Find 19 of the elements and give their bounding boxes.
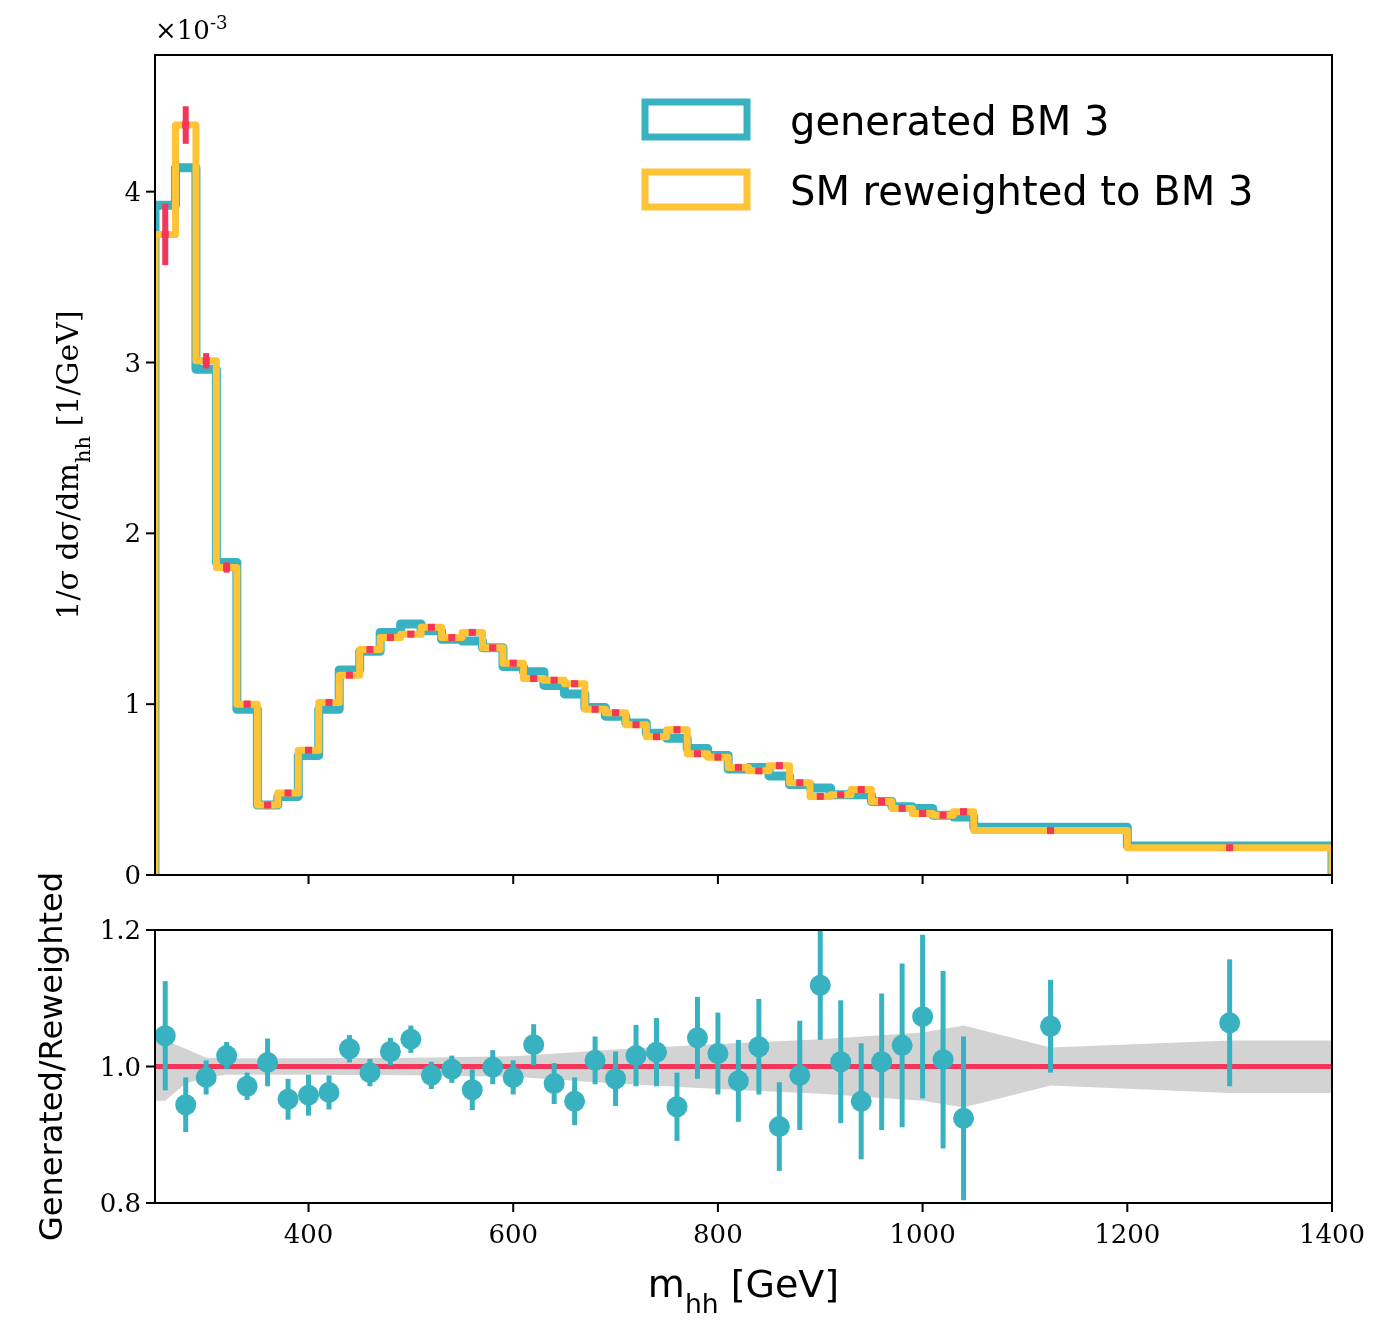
y-tick-label: 0 <box>124 860 141 890</box>
x-tick-label: 1200 <box>1094 1219 1161 1249</box>
y-tick-label: 4 <box>124 176 141 207</box>
x-tick-label: 1400 <box>1298 1219 1366 1249</box>
y-tick-label: 1.0 <box>99 1051 141 1082</box>
x-tick-label: 400 <box>283 1219 334 1249</box>
legend-label: generated BM 3 <box>790 98 1110 144</box>
legend-label: SM reweighted to BM 3 <box>790 168 1254 214</box>
y-tick-label: 1 <box>124 689 141 720</box>
x-tick-label: 600 <box>488 1219 539 1249</box>
y-tick-label: 3 <box>124 347 141 378</box>
x-tick-label: 1000 <box>889 1219 956 1249</box>
x-axis-title: m$_{hh}$ [GeV] <box>647 1262 840 1319</box>
x-tick-label: 800 <box>693 1219 743 1249</box>
y-tick-label: 2 <box>124 518 141 549</box>
y-tick-label: 0.8 <box>99 1188 141 1218</box>
y-tick-label: 1.2 <box>99 915 141 945</box>
y-axis-title: Generated/Reweighted <box>32 872 70 1241</box>
text: ×10$^{-3}$ <box>155 11 228 45</box>
